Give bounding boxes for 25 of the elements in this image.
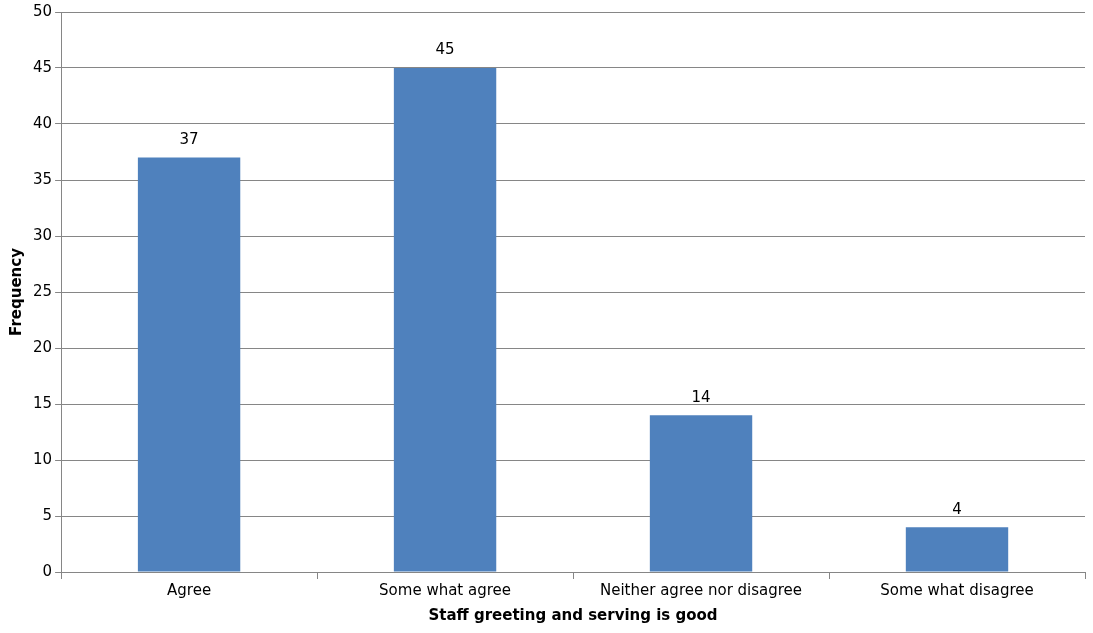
bar xyxy=(649,415,753,572)
x-axis-title: Staff greeting and serving is good xyxy=(428,605,718,624)
y-tick-label: 15 xyxy=(32,393,53,412)
y-tick-label: 25 xyxy=(32,281,53,300)
y-tick-label: 0 xyxy=(42,561,53,580)
x-tick-label: Neither agree nor disagree xyxy=(599,580,803,599)
data-label: 14 xyxy=(691,387,711,406)
data-label: 37 xyxy=(179,129,199,148)
bar xyxy=(905,527,1009,572)
y-tick-label: 45 xyxy=(32,57,53,76)
y-tick-label: 10 xyxy=(32,449,53,468)
bar xyxy=(137,157,241,572)
y-axis-title: Frequency xyxy=(6,247,25,336)
bar xyxy=(393,68,497,572)
data-label: 45 xyxy=(435,40,455,59)
x-tick-label: Some what agree xyxy=(379,580,512,599)
x-tick-label: Agree xyxy=(167,580,212,599)
y-tick-label: 5 xyxy=(42,505,53,524)
y-tick-label: 20 xyxy=(32,337,53,356)
x-tick-label: Some what disagree xyxy=(880,580,1034,599)
y-tick-label: 50 xyxy=(32,1,53,20)
y-tick-label: 30 xyxy=(32,225,53,244)
y-tick-label: 35 xyxy=(32,169,53,188)
y-tick-label: 40 xyxy=(32,113,53,132)
data-label: 4 xyxy=(952,499,962,518)
